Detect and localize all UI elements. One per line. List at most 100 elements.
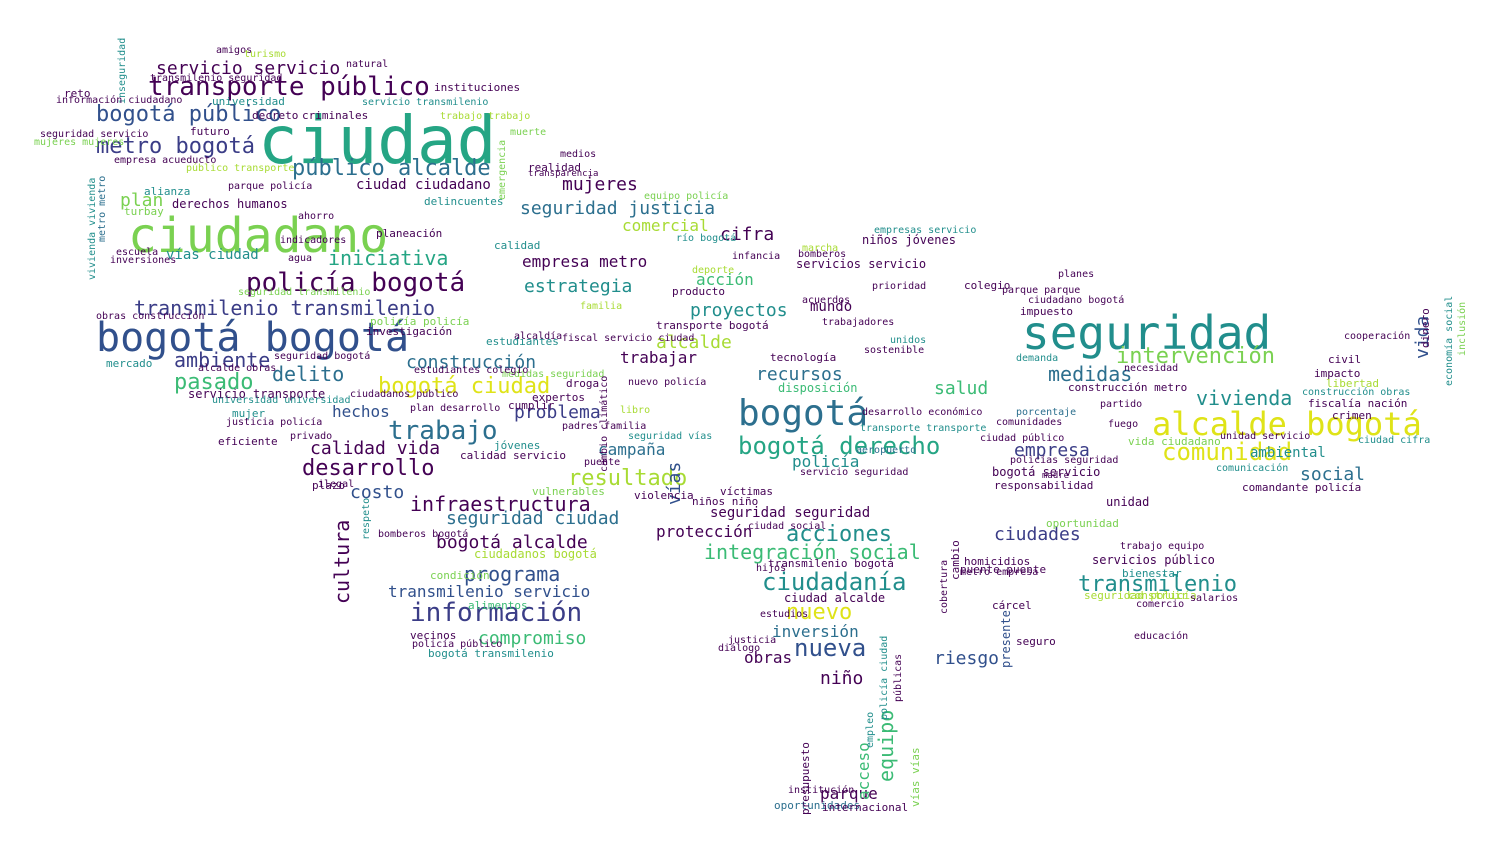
word: compromiso [478, 628, 587, 649]
word: unidos [890, 335, 927, 346]
word: intervención [1116, 344, 1275, 369]
word: metro bogotá [96, 134, 255, 159]
word: empresas servicio [874, 225, 977, 236]
word: vida ciudadano [1128, 435, 1221, 448]
word: ambiental [1250, 445, 1326, 461]
word: transmilenio seguridad [150, 73, 283, 84]
word: ciudad ciudadano [356, 177, 491, 193]
word: turismo [244, 49, 287, 60]
word: vías vías [909, 747, 922, 808]
word: bogotá alcalde [436, 532, 588, 553]
word: criminales [302, 109, 369, 122]
word: público transporte [186, 163, 295, 174]
word: salarios [1190, 593, 1239, 604]
word: universidad [212, 95, 285, 108]
word: policía policía [370, 315, 470, 328]
word: programa [464, 562, 561, 586]
word: ciudad [258, 102, 497, 179]
word: costo [350, 482, 405, 503]
word: universidad universidad [212, 395, 351, 406]
word: policía público [412, 639, 503, 650]
word: seguridad seguridad [710, 505, 871, 521]
word: social [1300, 464, 1366, 485]
word: ciudadano [128, 208, 389, 264]
word: niños niño [692, 495, 759, 508]
word: servicios servicio [796, 257, 927, 271]
word: droga [566, 377, 600, 390]
word: fuego [1108, 419, 1139, 430]
word: nueva [794, 634, 867, 662]
word: policía [792, 452, 860, 471]
word: libertad [1326, 377, 1379, 390]
word: niños jóvenes [862, 233, 956, 247]
word: transmilenio bogotá [768, 557, 894, 570]
word: muerte [510, 127, 547, 138]
word: resultado [568, 466, 688, 491]
word: hijos [756, 563, 787, 574]
word: acciones [786, 522, 892, 547]
word: servicios público [1092, 553, 1215, 567]
word: seguridad [1022, 306, 1272, 360]
word: víctimas [720, 485, 773, 498]
word: desarrollo [302, 456, 435, 481]
word: obras [744, 648, 793, 667]
word: respeto [361, 497, 372, 540]
word: acción [696, 270, 754, 289]
word: mujer [232, 407, 266, 420]
word: condición [430, 569, 490, 582]
word: metro metro [97, 175, 108, 242]
word: policía bogotá [246, 268, 466, 298]
word: comunidad [1162, 438, 1293, 466]
word: cooperación [1344, 331, 1411, 342]
word: bomberos bogotá [378, 529, 469, 540]
word: ciudad social [748, 521, 827, 532]
word: bogotá ciudad [378, 374, 551, 399]
word: bogotá público [96, 102, 282, 127]
word: violencia [634, 489, 694, 502]
word: decreto [252, 109, 299, 122]
word: ciudad alcalde [784, 591, 886, 605]
word: porcentaje [1016, 407, 1077, 418]
word: transmilenio transmilenio [134, 296, 436, 320]
word: plan [120, 190, 164, 211]
word: sostenible [864, 345, 925, 356]
word: puente puente [960, 563, 1047, 576]
word: información ciudadano [56, 95, 183, 106]
word: niño [820, 668, 864, 689]
word: integración social [704, 540, 921, 564]
word: amigos [216, 45, 253, 56]
word: seguridad transmilenio [238, 287, 371, 298]
word: infraestructura [410, 492, 591, 516]
word: familia [580, 301, 623, 312]
word: público alcalde [292, 156, 491, 181]
word: seguridad servicio [40, 129, 149, 140]
word: campaña [598, 440, 666, 459]
word: estrategia [524, 276, 633, 297]
word: nuevo [786, 600, 853, 625]
word: hechos [332, 402, 390, 421]
word: bogotá bogotá [96, 315, 410, 361]
word: estudiantes colegio [414, 365, 529, 376]
word: seguridad ciudad [446, 508, 620, 529]
word: oportunidades [774, 799, 861, 812]
word: ciudadanos bogotá [474, 547, 597, 561]
word: vecinos [410, 629, 457, 642]
word: privado [290, 431, 333, 442]
word: empleo [865, 711, 876, 748]
word: trabajo trabajo [440, 111, 531, 122]
word: presente [999, 609, 1013, 668]
word: puente [584, 457, 621, 468]
word: transparencia [528, 169, 599, 179]
word: mercado [106, 357, 153, 370]
word: equipo [874, 709, 898, 782]
word: partido [1100, 399, 1143, 410]
word: problema [514, 402, 601, 423]
word: medidas seguridad [502, 369, 605, 380]
word: civil [1328, 353, 1362, 366]
word: institución [788, 785, 855, 796]
word: alimentos [468, 599, 528, 612]
word: seguridad justicia [520, 198, 716, 219]
word: parque [820, 784, 878, 803]
word: planes [1058, 269, 1095, 280]
word: ciudades [994, 524, 1081, 545]
